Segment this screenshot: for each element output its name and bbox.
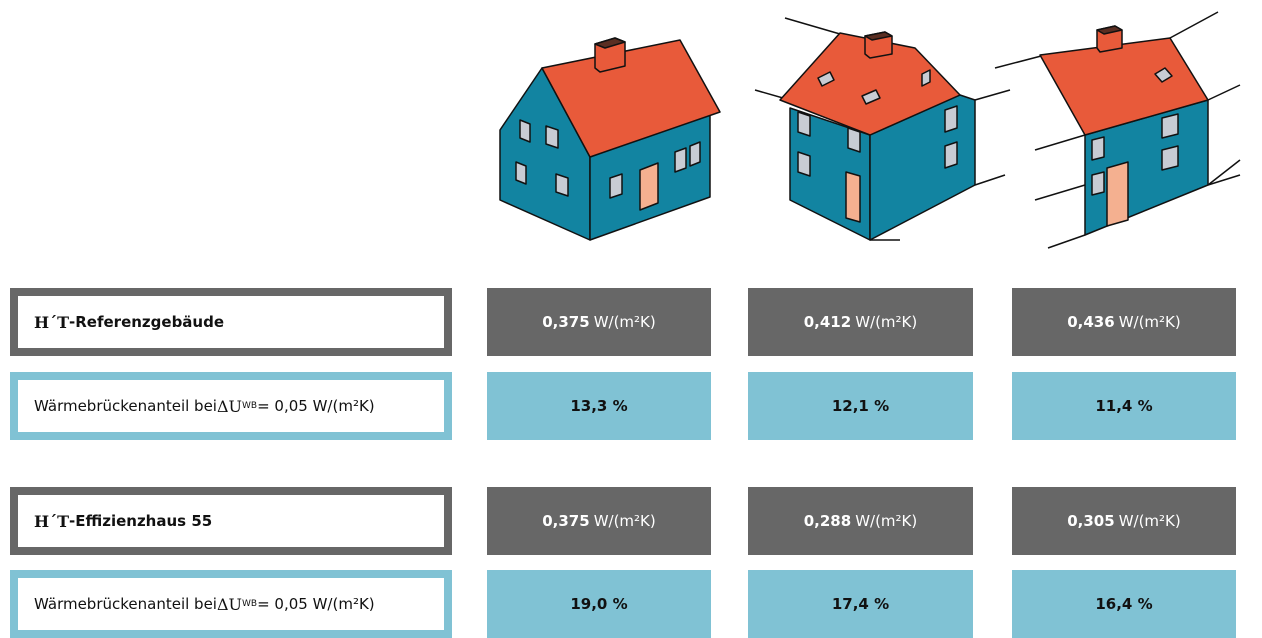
house-1	[499, 37, 721, 241]
label-rest: -Effizienzhaus 55	[69, 512, 213, 530]
label-rest: -Referenzgebäude	[69, 313, 225, 331]
cell-value: 12,1 %	[831, 397, 890, 415]
row-label: H´ T -Referenzgebäude	[10, 288, 452, 356]
label-text: Wärmebrückenanteil bei	[34, 595, 217, 613]
cell-value: 0,288	[803, 512, 852, 530]
table-row: H´ T -Referenzgebäude 0,375 W/(m²K) 0,412 W/(m…	[0, 288, 1262, 356]
cell-value: 0,375	[542, 512, 590, 530]
value-cell: 0,288 W/(m²K)	[748, 487, 973, 555]
table-row: Wärmebrückenanteil bei ΔU WB = 0,05 W/(m²…	[0, 372, 1262, 440]
label-subscript: T	[57, 312, 70, 332]
cell-value: 11,4 %	[1095, 397, 1153, 415]
cell-unit: W/(m²K)	[593, 512, 656, 530]
table-row: H´ T -Effizienzhaus 55 0,375 W/(m²K) 0,288 W/(…	[0, 487, 1262, 555]
value-cell: 19,0 %	[487, 570, 711, 638]
label-subscript: T	[57, 511, 70, 531]
house-2	[754, 17, 1011, 241]
row-label: H´ T -Effizienzhaus 55	[10, 487, 452, 555]
cell-value: 17,4 %	[831, 595, 890, 613]
label-symbol: H´	[34, 312, 58, 332]
cell-unit: W/(m²K)	[855, 313, 918, 331]
cell-unit: W/(m²K)	[855, 512, 918, 530]
table-row: Wärmebrückenanteil bei ΔU WB = 0,05 W/(m²…	[0, 570, 1262, 638]
cell-value: 19,0 %	[570, 595, 628, 613]
cell-value: 13,3 %	[570, 397, 628, 415]
value-cell: 0,375 W/(m²K)	[487, 288, 711, 356]
row-label: Wärmebrückenanteil bei ΔU WB = 0,05 W/(m²…	[10, 372, 452, 440]
label-text: Wärmebrückenanteil bei	[34, 397, 217, 415]
cell-value: 0,412	[803, 313, 852, 331]
cell-unit: W/(m²K)	[593, 313, 656, 331]
value-cell: 0,436 W/(m²K)	[1012, 288, 1236, 356]
cell-value: 0,375	[542, 313, 590, 331]
label-rest: = 0,05 W/(m²K)	[257, 595, 375, 613]
cell-value: 16,4 %	[1095, 595, 1153, 613]
label-rest: = 0,05 W/(m²K)	[257, 397, 375, 415]
label-symbol: ΔU	[216, 396, 243, 416]
value-cell: 17,4 %	[748, 570, 973, 638]
value-cell: 0,412 W/(m²K)	[748, 288, 973, 356]
value-cell: 0,375 W/(m²K)	[487, 487, 711, 555]
value-cell: 11,4 %	[1012, 372, 1236, 440]
value-cell: 0,305 W/(m²K)	[1012, 487, 1236, 555]
label-symbol: ΔU	[216, 594, 243, 614]
cell-value: 0,436	[1067, 313, 1115, 331]
house-illustrations	[499, 11, 1241, 249]
cell-value: 0,305	[1067, 512, 1115, 530]
label-subscript: WB	[242, 401, 258, 411]
value-cell: 16,4 %	[1012, 570, 1236, 638]
cell-unit: W/(m²K)	[1118, 512, 1181, 530]
label-subscript: WB	[242, 599, 258, 609]
row-label: Wärmebrückenanteil bei ΔU WB = 0,05 W/(m²…	[10, 570, 452, 638]
cell-unit: W/(m²K)	[1118, 313, 1181, 331]
house-3	[994, 11, 1241, 249]
value-cell: 12,1 %	[748, 372, 973, 440]
value-cell: 13,3 %	[487, 372, 711, 440]
label-symbol: H´	[34, 511, 58, 531]
